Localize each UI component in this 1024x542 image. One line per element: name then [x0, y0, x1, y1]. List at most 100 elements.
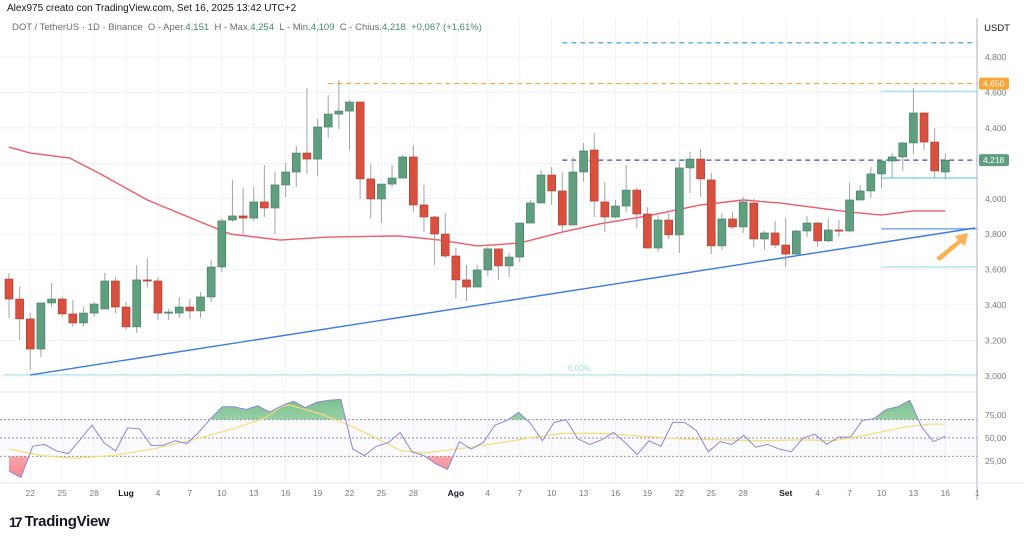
- candle-body: [760, 232, 769, 240]
- candle-body: [430, 216, 439, 235]
- candle: [632, 187, 642, 228]
- candle: [25, 313, 35, 370]
- candle: [749, 198, 759, 247]
- candle: [47, 282, 56, 308]
- candle-body: [728, 218, 737, 228]
- rsi-tick-label: 75,00: [985, 410, 1007, 420]
- candle: [377, 183, 386, 224]
- price-badge: 4,650: [979, 77, 1009, 90]
- candle: [834, 220, 844, 238]
- price-tick-label: 3,800: [985, 229, 1007, 239]
- tradingview-logo-icon: 17: [9, 513, 23, 530]
- candle-body: [717, 218, 727, 247]
- low-label: L - Min.: [279, 22, 311, 33]
- candle: [164, 308, 173, 320]
- candle: [472, 265, 482, 288]
- candle: [930, 128, 939, 179]
- candle: [664, 212, 673, 239]
- candle: [643, 207, 652, 249]
- trend-line: [30, 227, 976, 376]
- candle-body: [898, 142, 908, 158]
- candle-body: [387, 177, 397, 185]
- candle-body: [802, 222, 812, 232]
- candle-body: [270, 184, 280, 209]
- candle-body: [451, 255, 461, 281]
- candle: [334, 80, 344, 129]
- open-value: 4,151: [185, 22, 210, 33]
- time-tick-label: 10: [877, 488, 887, 498]
- candle: [4, 273, 14, 319]
- tradingview-logo: 17 TradingView: [9, 513, 110, 530]
- candle: [515, 222, 525, 263]
- time-tick-label: 4: [485, 488, 490, 498]
- candle: [738, 196, 748, 233]
- time-tick-label: 19: [643, 488, 653, 498]
- time-tick-label: 22: [345, 488, 355, 498]
- time-tick-label: 10: [547, 488, 557, 498]
- rsi-tick-label: 50,00: [985, 433, 1007, 443]
- candle: [898, 142, 908, 171]
- candle-body: [409, 156, 418, 206]
- candle: [323, 94, 333, 138]
- candle-body: [68, 313, 78, 324]
- candle: [121, 301, 131, 330]
- time-tick-label: 13: [579, 488, 589, 498]
- candle-body: [121, 306, 131, 328]
- time-tick-label: 7: [847, 488, 852, 498]
- time-tick-label: 16: [941, 488, 951, 498]
- candle: [919, 111, 929, 151]
- candle: [781, 218, 791, 267]
- tradingview-logo-text: TradingView: [24, 513, 110, 530]
- candle-body: [185, 306, 195, 312]
- price-badge-label: 4,218: [983, 155, 1005, 165]
- candle-body: [515, 222, 525, 258]
- time-tick-label: 4: [815, 488, 820, 498]
- candle: [430, 215, 439, 266]
- candle: [792, 229, 801, 255]
- candle-body: [866, 173, 876, 192]
- price-tick-label: 3,000: [985, 371, 1007, 381]
- high-value: 4,254: [250, 22, 275, 33]
- low-value: 4,109: [310, 22, 335, 33]
- candle-body: [79, 312, 88, 324]
- candle-body: [291, 152, 301, 173]
- candle-body: [706, 179, 716, 247]
- time-tick-label: 16: [281, 488, 291, 498]
- time-tick-label: 4: [156, 488, 161, 498]
- candle: [313, 119, 322, 177]
- candle: [100, 273, 110, 310]
- candle-body: [813, 222, 822, 242]
- candle: [813, 221, 822, 247]
- candle: [877, 159, 886, 188]
- symbol-info[interactable]: DOT / TetherUS · 1D · Binance: [12, 22, 143, 33]
- candle: [941, 153, 950, 180]
- price-badge-label: 4,650: [983, 79, 1005, 89]
- candle-body: [483, 248, 493, 271]
- candle-body: [174, 306, 184, 314]
- candle: [887, 153, 897, 179]
- candle-body: [217, 220, 227, 268]
- candle-body: [792, 230, 801, 255]
- candle: [823, 218, 833, 242]
- candle: [174, 296, 184, 319]
- candle: [600, 181, 610, 233]
- candle-body: [281, 171, 290, 186]
- candle-body: [526, 202, 535, 224]
- time-tick-label: 22: [26, 488, 36, 498]
- candle: [611, 200, 620, 219]
- candle: [866, 167, 876, 199]
- candle-body: [398, 156, 407, 179]
- candle: [238, 187, 248, 235]
- candle: [440, 212, 450, 258]
- candle-body: [313, 126, 322, 160]
- candle: [557, 172, 567, 233]
- candle-body: [887, 156, 897, 162]
- candle: [153, 277, 163, 320]
- candle-body: [845, 199, 854, 232]
- candle: [728, 212, 737, 230]
- candle: [579, 142, 588, 182]
- candle-body: [111, 280, 120, 308]
- candle: [143, 257, 152, 288]
- candle-body: [334, 110, 344, 115]
